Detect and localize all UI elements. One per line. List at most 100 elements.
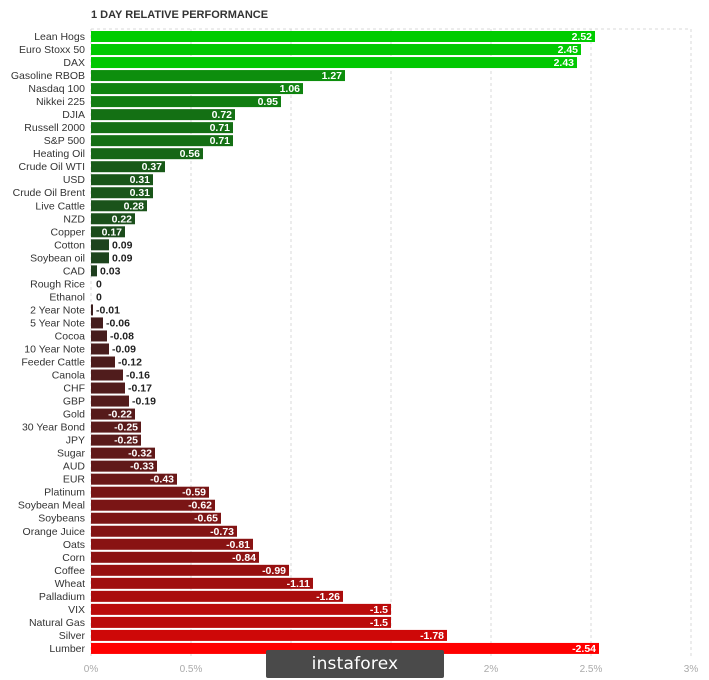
value-label: -0.12 — [118, 357, 142, 369]
category-label: Heating Oil — [33, 148, 85, 160]
x-tick-label: 0.5% — [180, 664, 203, 675]
bar — [91, 434, 141, 446]
category-label: AUD — [63, 461, 86, 473]
bar — [91, 577, 313, 589]
value-label: -1.26 — [316, 591, 340, 603]
bar — [91, 96, 281, 108]
category-label: USD — [63, 174, 86, 186]
value-label: 1.06 — [280, 83, 301, 95]
value-label: -0.99 — [262, 565, 286, 577]
category-label: Soybean Meal — [18, 500, 85, 512]
bar — [91, 486, 209, 498]
value-label: -1.78 — [420, 630, 444, 642]
chart-grid — [90, 28, 692, 658]
bar — [91, 369, 123, 381]
value-label: -0.59 — [182, 487, 206, 499]
bar — [91, 642, 599, 654]
x-tick-label: 2.5% — [580, 664, 603, 675]
value-label: -0.84 — [232, 552, 256, 564]
category-label: NZD — [63, 213, 85, 225]
instaforex-watermark: instaforex — [266, 650, 444, 678]
category-label: Platinum — [44, 487, 85, 499]
value-label: 0.31 — [130, 187, 151, 199]
bar — [91, 109, 235, 121]
category-label: DJIA — [62, 109, 85, 121]
value-label: 0.95 — [258, 96, 279, 108]
value-label: -0.62 — [188, 500, 212, 512]
category-label: Nasdaq 100 — [28, 83, 85, 95]
bar — [91, 616, 391, 628]
value-label: -0.25 — [114, 422, 138, 434]
value-label: 0 — [96, 291, 102, 303]
bar — [91, 239, 109, 251]
value-label: -0.22 — [108, 409, 132, 421]
category-label: JPY — [66, 435, 85, 447]
category-label: Cocoa — [55, 330, 86, 342]
category-label: 2 Year Note — [30, 304, 85, 316]
bar — [91, 70, 345, 82]
bar — [91, 122, 233, 134]
x-tick-label: 3% — [684, 664, 699, 675]
bar — [91, 564, 289, 576]
bar — [91, 83, 303, 95]
x-tick-label: 0% — [84, 664, 99, 675]
bar — [91, 460, 157, 472]
value-label: 0.28 — [124, 200, 145, 212]
value-label: -0.09 — [112, 343, 136, 355]
bar — [91, 135, 233, 147]
value-label: 2.45 — [558, 44, 579, 56]
category-label: Gasoline RBOB — [11, 70, 85, 82]
category-label: Gold — [63, 409, 85, 421]
category-label: Corn — [62, 552, 85, 564]
bar — [91, 343, 109, 355]
value-label: 0.22 — [112, 213, 133, 225]
bar — [91, 590, 343, 602]
value-label: 2.52 — [572, 31, 593, 43]
bar — [91, 57, 577, 69]
category-label: Lumber — [49, 643, 85, 655]
category-label: Nikkei 225 — [36, 96, 85, 108]
category-label: Ethanol — [49, 291, 85, 303]
value-label: 0.09 — [112, 252, 133, 264]
category-label: EUR — [63, 474, 86, 486]
category-label: Sugar — [57, 448, 86, 460]
value-label: 0 — [96, 278, 102, 290]
bar — [91, 473, 177, 485]
category-label: Crude Oil WTI — [18, 161, 85, 173]
category-label: 5 Year Note — [30, 317, 85, 329]
value-label: 0.71 — [210, 122, 231, 134]
bar — [91, 213, 135, 225]
category-label: Lean Hogs — [34, 31, 85, 43]
bar — [91, 187, 153, 199]
value-label: 0.31 — [130, 174, 151, 186]
bar — [91, 44, 581, 56]
bar — [91, 330, 107, 342]
value-label: -0.19 — [132, 396, 156, 408]
bar — [91, 447, 155, 459]
category-label: Palladium — [39, 591, 85, 603]
value-label: -2.54 — [572, 643, 596, 655]
category-label: Feeder Cattle — [21, 357, 85, 369]
bar — [91, 382, 125, 394]
value-label: -0.81 — [226, 539, 250, 551]
value-label: -0.01 — [96, 304, 120, 316]
bar — [91, 603, 391, 615]
category-label: 30 Year Bond — [22, 422, 85, 434]
bar — [91, 200, 147, 212]
value-label: 1.27 — [322, 70, 343, 82]
bar — [91, 161, 165, 173]
bar — [91, 174, 153, 186]
value-label: -1.11 — [287, 578, 311, 590]
value-label: -0.17 — [128, 383, 152, 395]
x-tick-label: 2% — [484, 664, 499, 675]
category-label: Cotton — [54, 239, 85, 251]
value-label: -0.65 — [194, 513, 218, 525]
value-label: -1.5 — [370, 617, 388, 629]
bar — [91, 538, 253, 550]
bar — [91, 148, 203, 160]
category-label: Copper — [51, 226, 86, 238]
category-label: Euro Stoxx 50 — [19, 44, 85, 56]
bar — [91, 252, 109, 264]
